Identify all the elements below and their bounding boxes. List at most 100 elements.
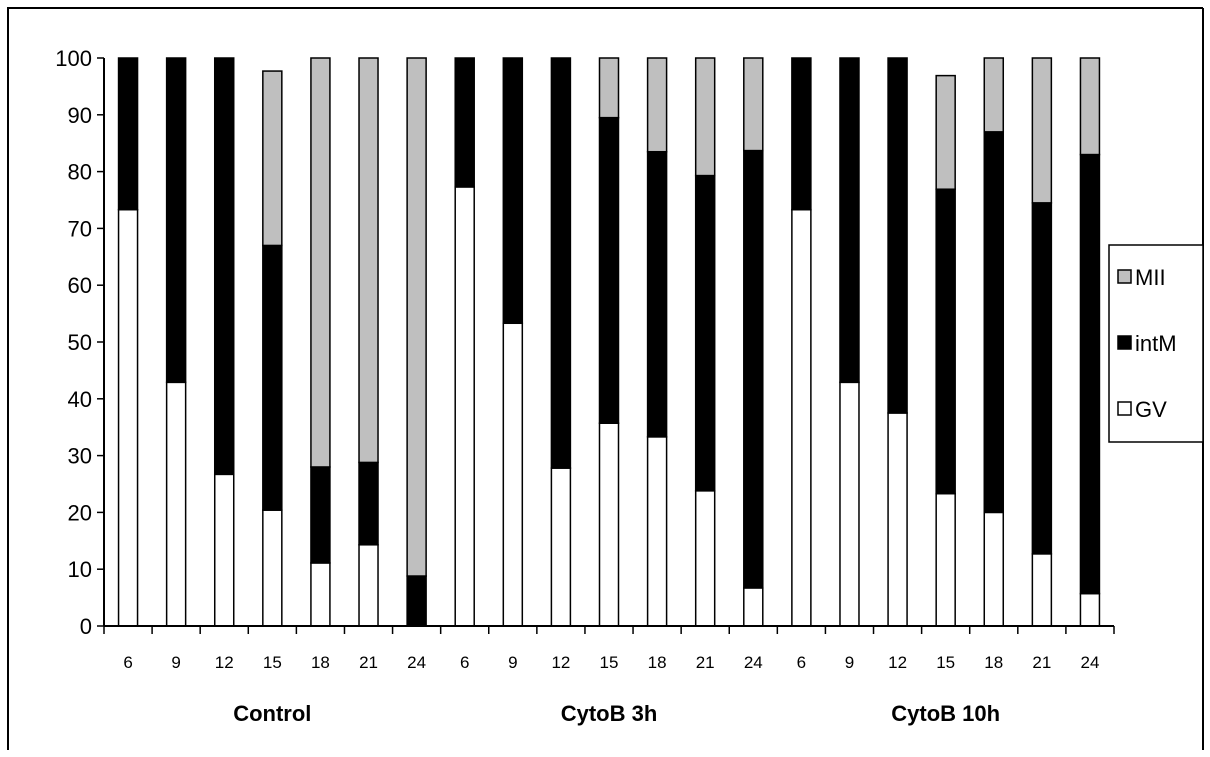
y-tick-label: 10 <box>68 557 92 582</box>
bar-segment-intm <box>358 461 379 546</box>
x-tick-label: 6 <box>797 653 806 672</box>
bar-segment-mii <box>1031 57 1053 204</box>
legend-swatch-intm <box>1117 335 1132 350</box>
x-tick-label: 24 <box>1080 653 1099 672</box>
bar-segment-gv <box>694 490 716 627</box>
x-tick-label: 12 <box>888 653 907 672</box>
bar-segment-gv <box>454 186 475 627</box>
bar-segment-mii <box>1079 57 1101 156</box>
bar-segment-gv <box>213 473 235 627</box>
legend: MII intM GV <box>1108 244 1204 443</box>
bar-segment-gv <box>887 412 908 627</box>
y-tick-label: 60 <box>68 273 92 298</box>
bar-segment-intm <box>598 116 620 424</box>
group-label: CytoB 3h <box>561 701 658 726</box>
bars-layer <box>117 57 1101 627</box>
bar-segment-intm <box>646 150 668 438</box>
bar-segment-intm <box>454 57 475 188</box>
bar-segment-gv <box>310 562 331 627</box>
x-tick-label: 18 <box>648 653 667 672</box>
axes-layer <box>97 57 1115 634</box>
bar-segment-mii <box>406 57 427 577</box>
y-tick-label: 0 <box>80 614 92 639</box>
bar-segment-gv <box>646 436 668 627</box>
bar-segment-intm <box>887 57 908 414</box>
x-tick-label: 12 <box>551 653 570 672</box>
bar-segment-intm <box>983 131 1005 514</box>
group-label: CytoB 10h <box>891 701 1000 726</box>
x-tick-label: 24 <box>744 653 763 672</box>
x-tick-label: 6 <box>123 653 132 672</box>
bar-segment-mii <box>262 70 283 247</box>
bar-segment-intm <box>743 149 764 589</box>
bar-segment-intm <box>694 174 716 492</box>
x-tick-labels: 6 9 12 15 18 21 24 6 9 12 15 18 21 24 6 9 12 15 18 21 24 <box>123 653 1099 672</box>
bar-segment-gv <box>262 509 283 627</box>
bar-segment-mii <box>743 57 764 152</box>
bar-segment-mii <box>310 57 331 468</box>
bar-segment-gv <box>935 492 956 627</box>
bar-segment-gv <box>983 511 1005 627</box>
bar-segment-gv <box>165 381 187 627</box>
bar-segment-gv <box>358 544 379 627</box>
x-tick-label: 9 <box>171 653 180 672</box>
bar-segment-intm <box>502 57 524 325</box>
x-tick-label: 18 <box>984 653 1003 672</box>
legend-swatch-mii <box>1117 269 1132 284</box>
x-tick-label: 15 <box>936 653 955 672</box>
group-labels: Control CytoB 3h CytoB 10h <box>233 701 1000 726</box>
bar-segment-intm <box>550 57 572 469</box>
bar-segment-intm <box>262 244 283 511</box>
bar-segment-mii <box>358 57 379 464</box>
bar-segment-intm <box>935 188 956 495</box>
bar-segment-intm <box>791 57 812 211</box>
x-tick-label: 21 <box>359 653 378 672</box>
y-tick-labels: 0 10 20 30 40 50 60 70 80 90 100 <box>55 46 92 639</box>
legend-swatch-gv <box>1117 401 1132 416</box>
x-tick-label: 15 <box>263 653 282 672</box>
bar-segment-gv <box>839 381 860 627</box>
y-tick-label: 90 <box>68 103 92 128</box>
bar-segment-gv <box>598 422 620 627</box>
y-tick-label: 70 <box>68 216 92 241</box>
y-tick-label: 20 <box>68 500 92 525</box>
group-label: Control <box>233 701 311 726</box>
x-tick-label: 24 <box>407 653 426 672</box>
bar-segment-intm <box>1079 153 1101 595</box>
bar-segment-gv <box>791 208 812 627</box>
bar-segment-intm <box>117 57 139 211</box>
legend-label-gv: GV <box>1135 397 1167 422</box>
bar-segment-intm <box>406 575 427 627</box>
bar-segment-gv <box>743 587 764 627</box>
x-tick-label: 21 <box>1032 653 1051 672</box>
legend-label-mii: MII <box>1135 265 1166 290</box>
legend-label-intm: intM <box>1135 331 1177 356</box>
bar-segment-intm <box>839 57 860 384</box>
bar-segment-intm <box>310 466 331 564</box>
bar-segment-intm <box>1031 202 1053 555</box>
bar-segment-mii <box>983 57 1005 133</box>
bar-segment-gv <box>1031 553 1053 627</box>
x-tick-label: 18 <box>311 653 330 672</box>
bar-segment-mii <box>646 57 668 153</box>
y-tick-label: 50 <box>68 330 92 355</box>
bar-segment-gv <box>550 467 572 627</box>
x-tick-label: 6 <box>460 653 469 672</box>
x-tick-label: 15 <box>600 653 619 672</box>
bar-segment-gv <box>1079 592 1101 627</box>
x-tick-label: 21 <box>696 653 715 672</box>
bar-segment-gv <box>502 322 524 627</box>
bar-segment-intm <box>165 57 187 384</box>
x-tick-label: 9 <box>845 653 854 672</box>
y-tick-label: 40 <box>68 387 92 412</box>
bar-segment-intm <box>213 57 235 476</box>
x-tick-label: 9 <box>508 653 517 672</box>
y-tick-label: 80 <box>68 160 92 185</box>
y-tick-label: 100 <box>55 46 92 71</box>
bar-segment-mii <box>935 74 956 190</box>
bar-segment-mii <box>694 57 716 177</box>
bar-segment-gv <box>117 208 139 627</box>
x-tick-label: 12 <box>215 653 234 672</box>
bar-segment-mii <box>598 57 620 119</box>
